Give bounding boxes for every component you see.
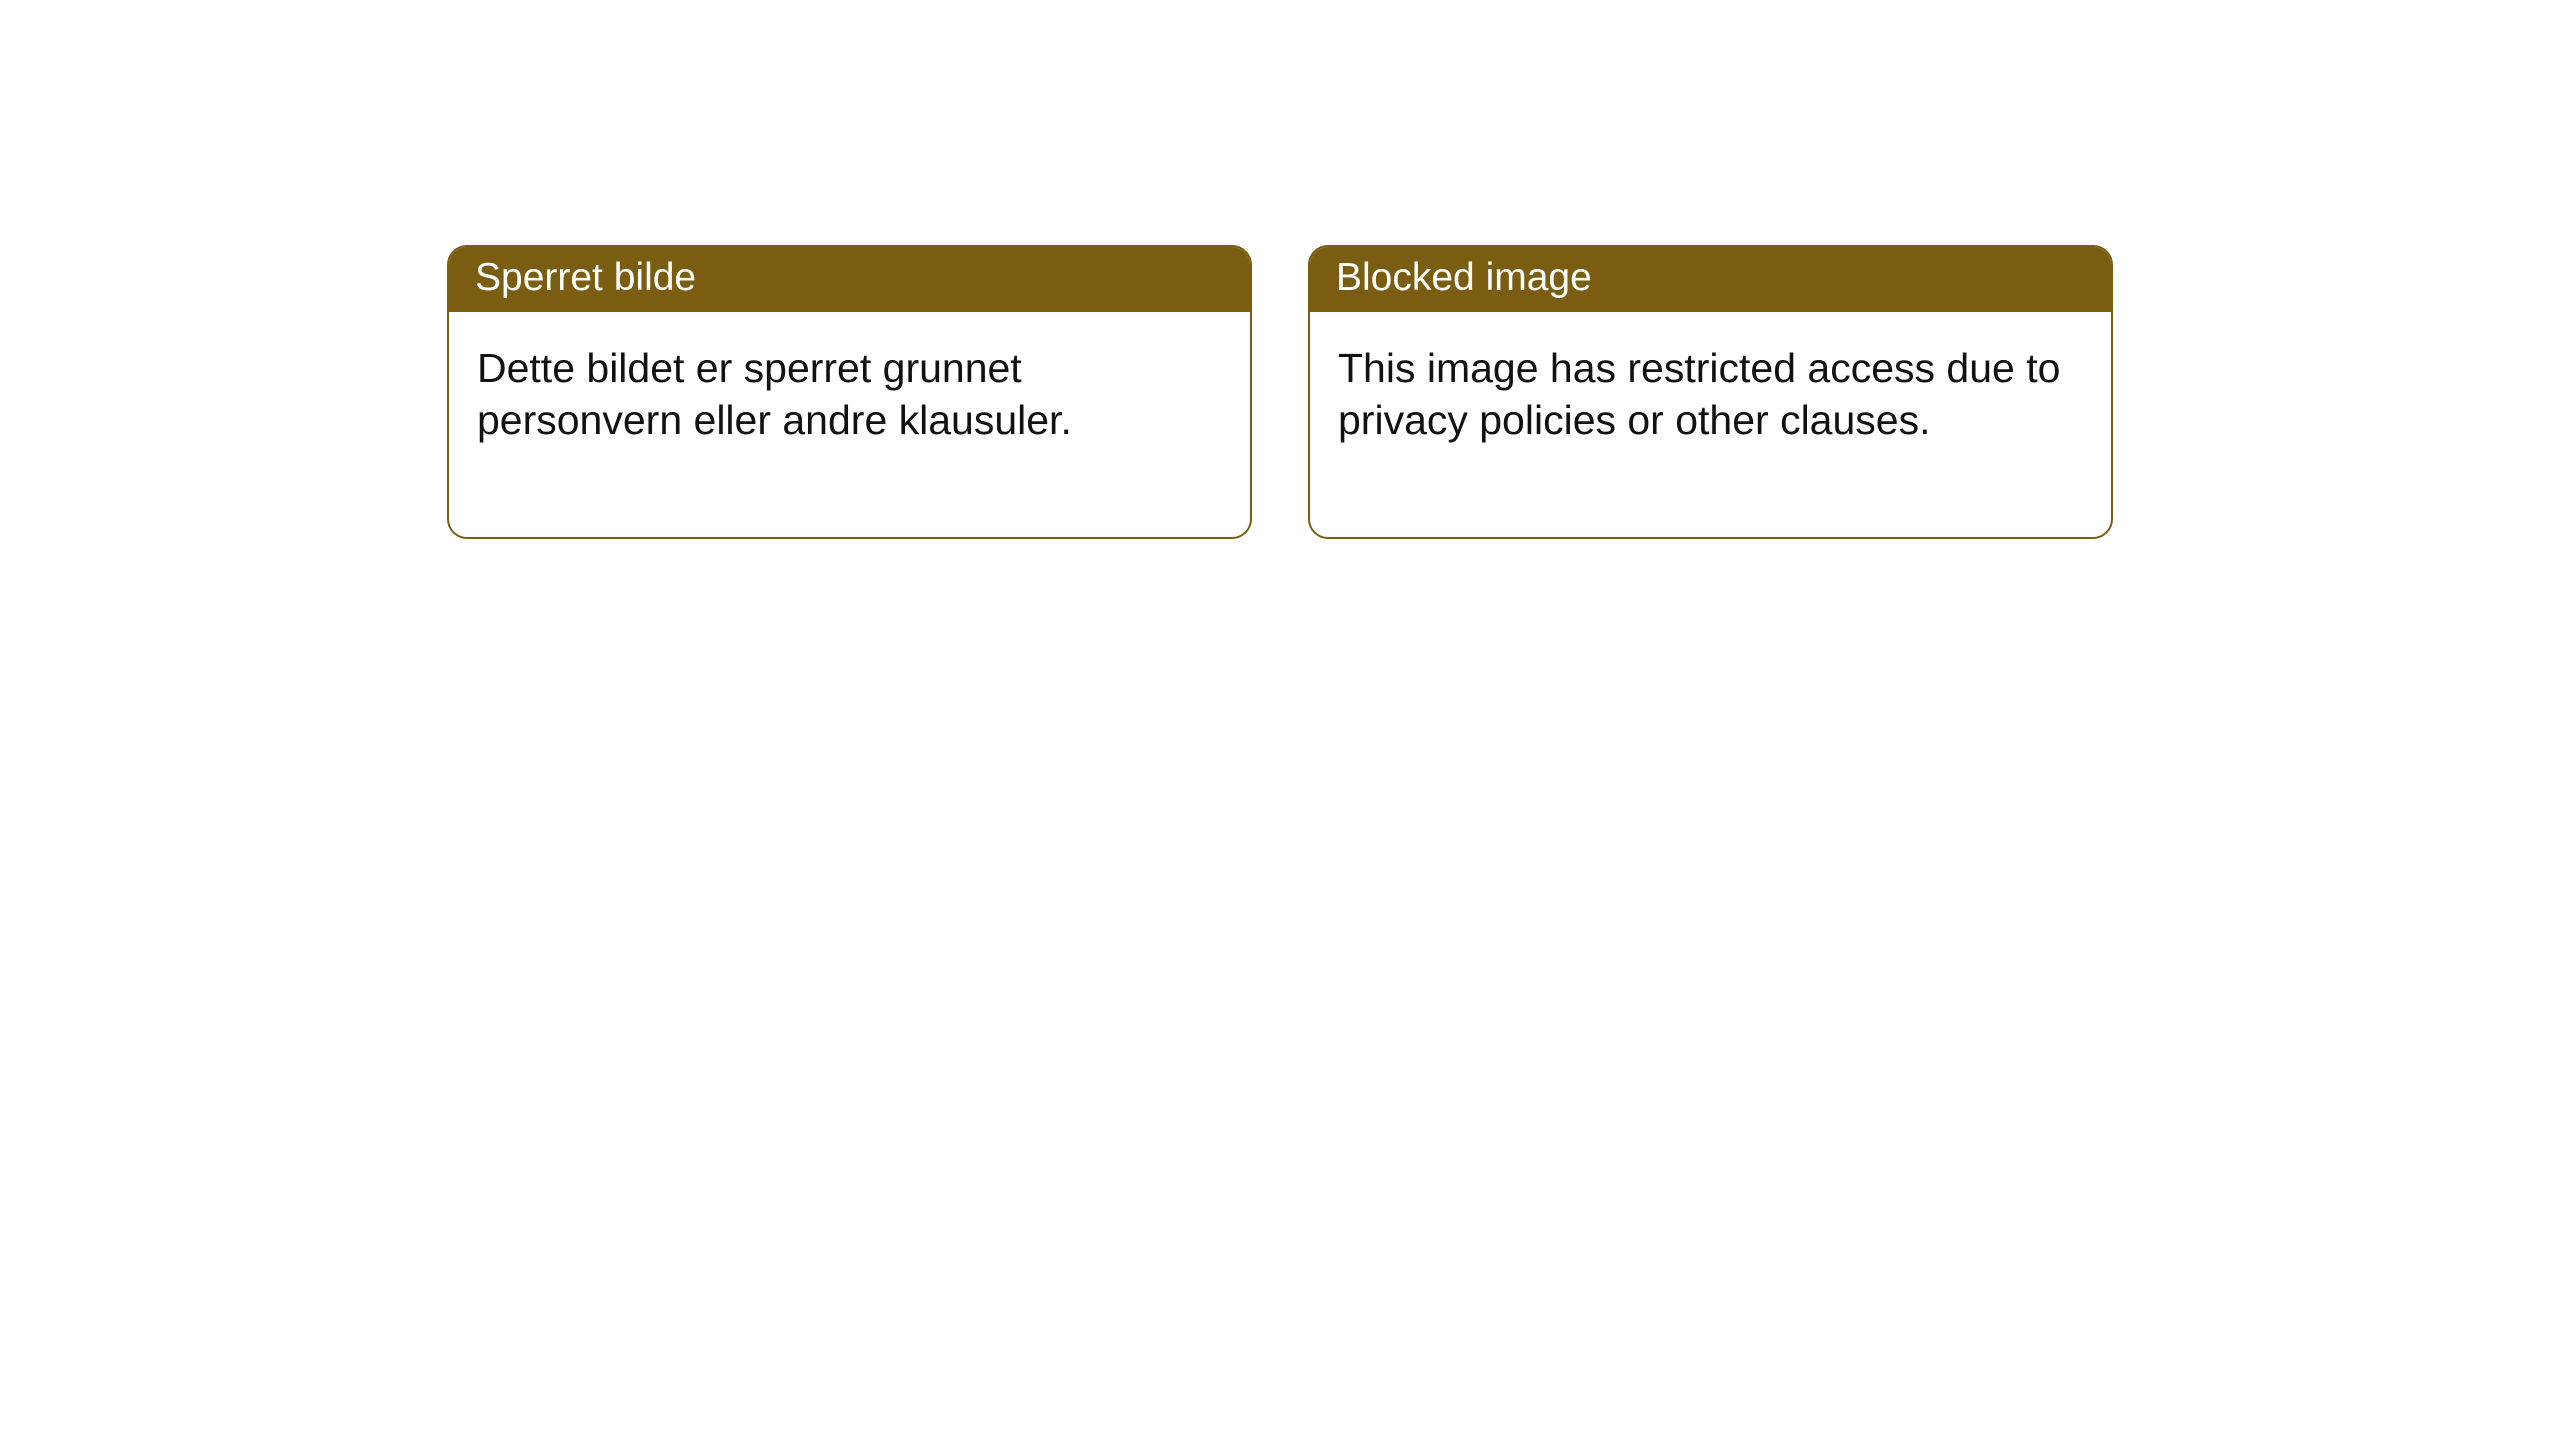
- notice-card-norwegian: Sperret bilde Dette bildet er sperret gr…: [447, 245, 1252, 539]
- notice-card-english: Blocked image This image has restricted …: [1308, 245, 2113, 539]
- notice-header: Blocked image: [1310, 247, 2111, 312]
- notice-body: Dette bildet er sperret grunnet personve…: [449, 312, 1250, 537]
- notice-header: Sperret bilde: [449, 247, 1250, 312]
- notice-container: Sperret bilde Dette bildet er sperret gr…: [0, 0, 2560, 539]
- notice-body: This image has restricted access due to …: [1310, 312, 2111, 537]
